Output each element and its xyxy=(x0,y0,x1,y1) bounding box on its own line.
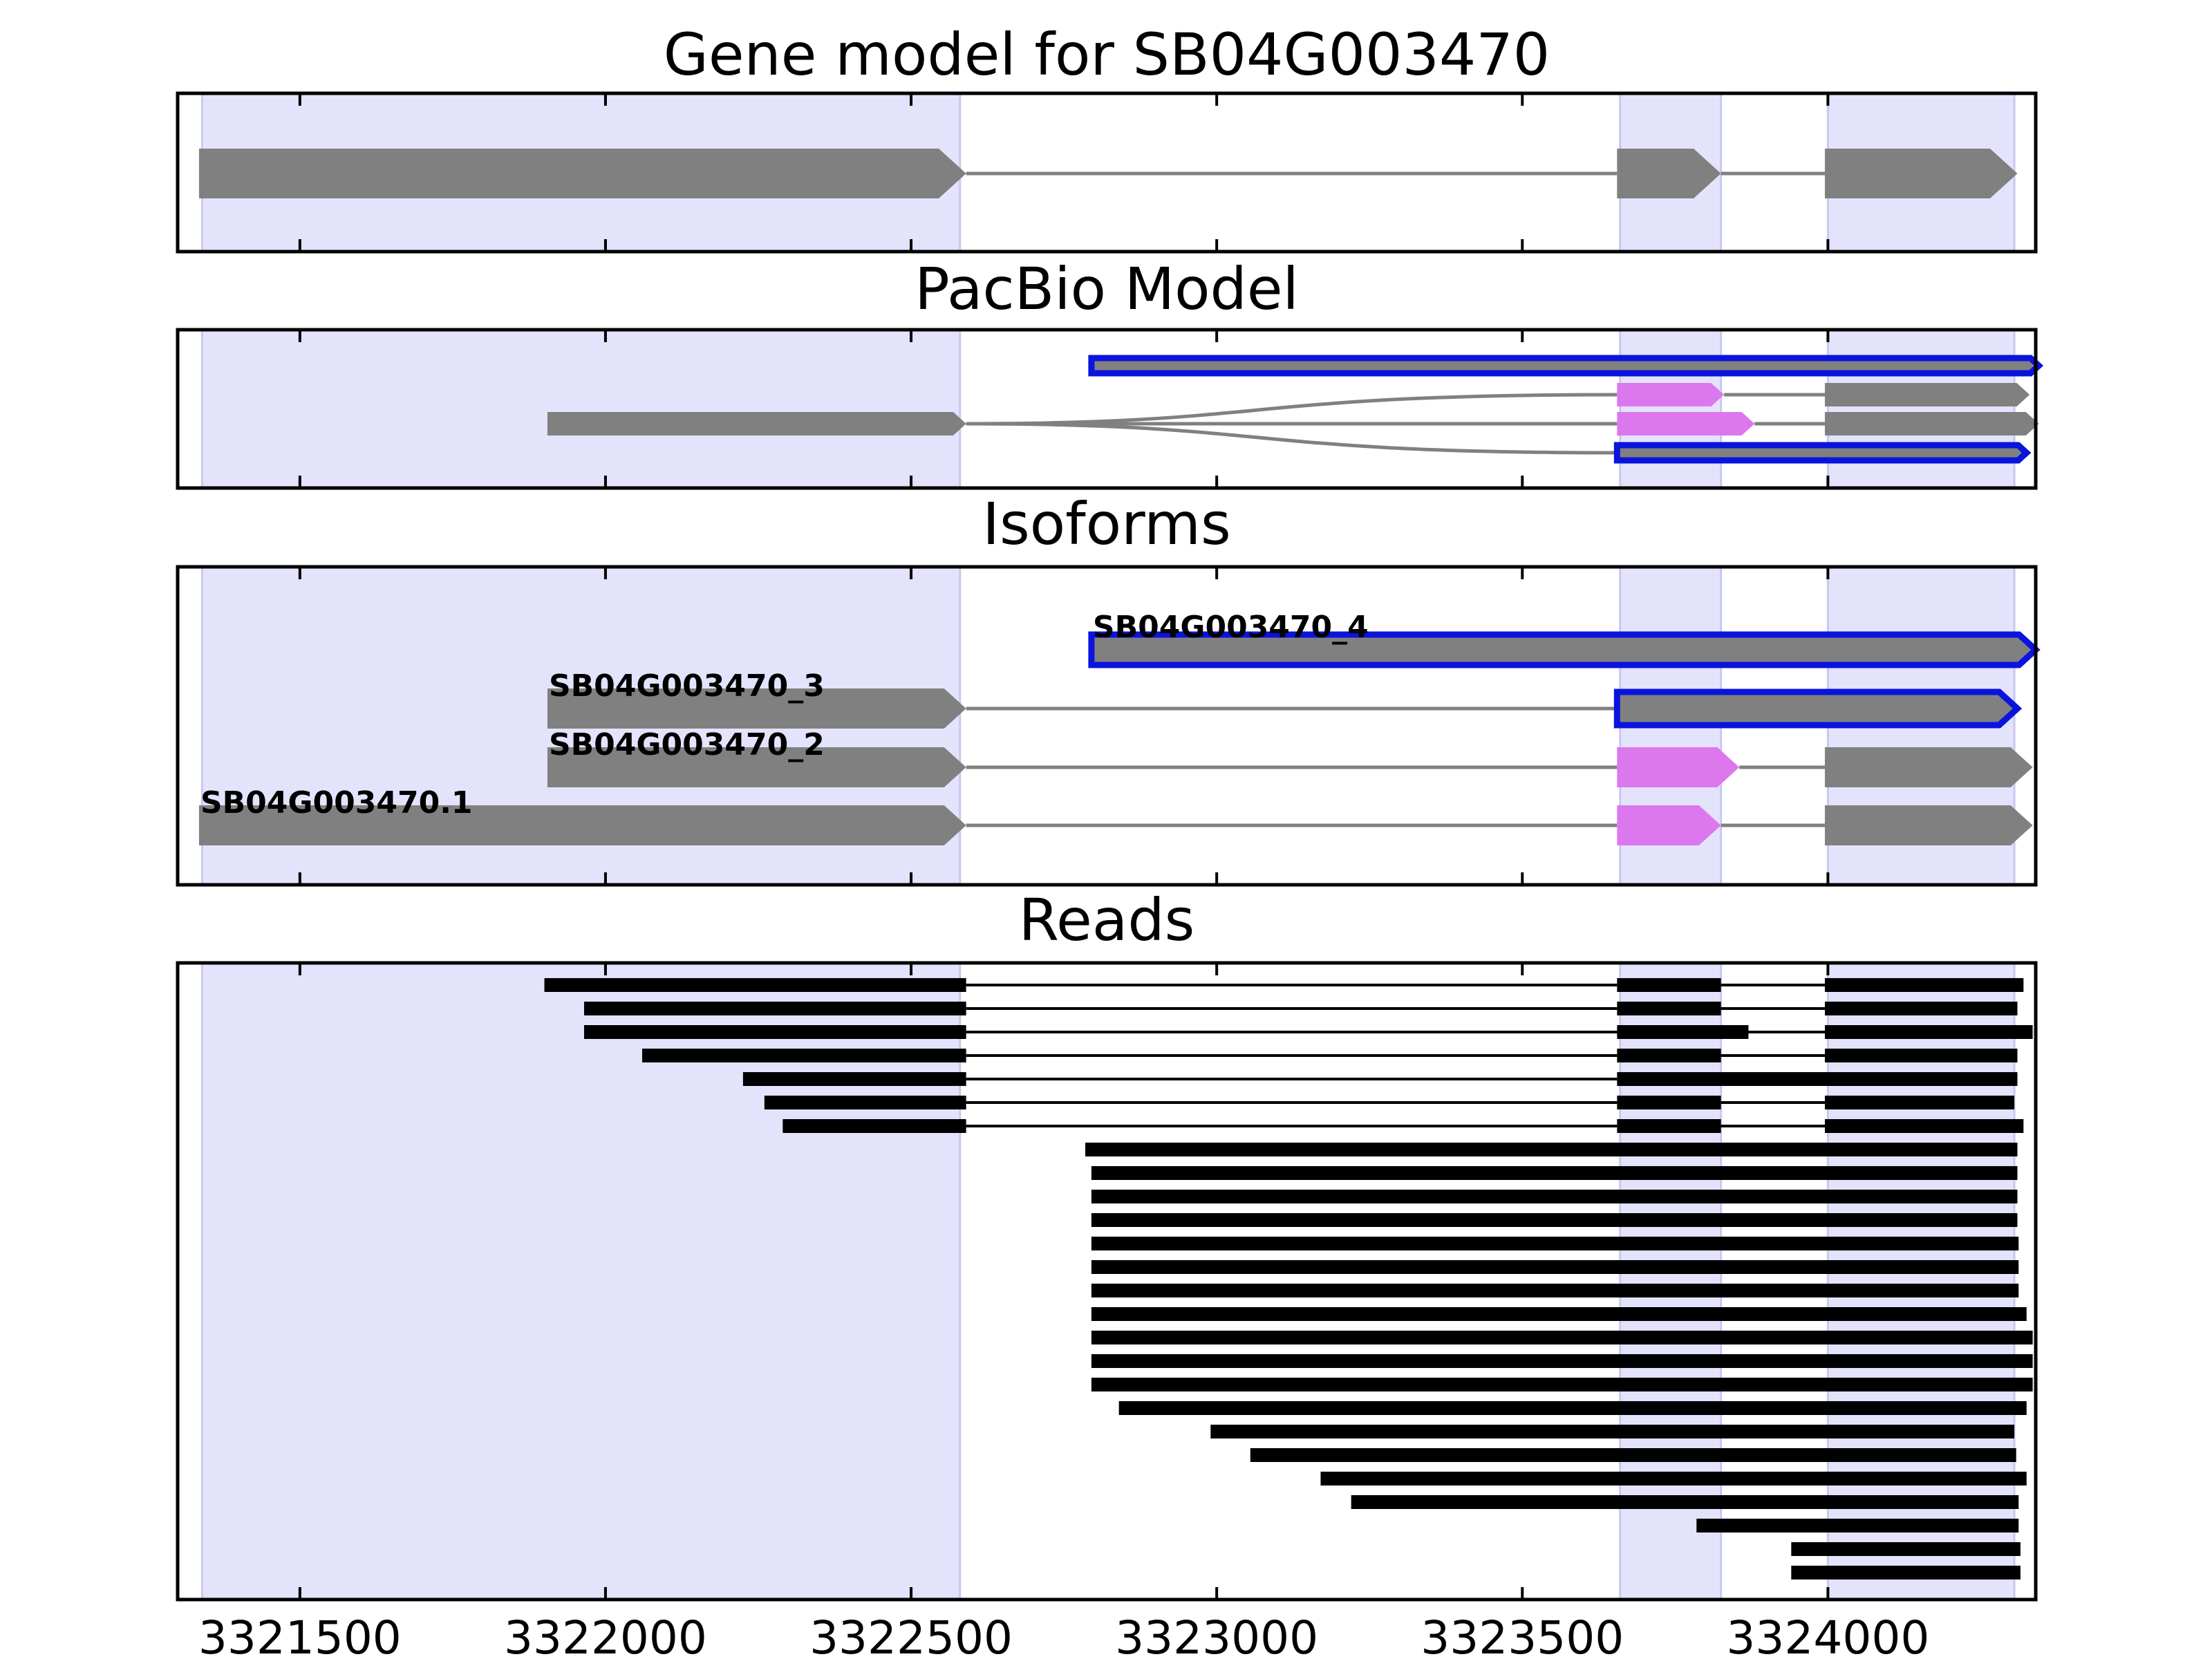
read-segment xyxy=(544,978,966,992)
splice-connector xyxy=(966,422,1618,455)
reads-track xyxy=(544,978,2033,1580)
shaded-region xyxy=(1619,328,1723,489)
isoform-label: SB04G003470_4 xyxy=(1093,610,1369,645)
read-segment xyxy=(1351,1495,2019,1509)
panel-pacbio: PacBio Model xyxy=(176,255,2044,490)
read-segment xyxy=(642,1049,966,1062)
read-segment xyxy=(1824,978,2024,992)
x-tick-label: 3322000 xyxy=(504,1611,707,1659)
read-segment xyxy=(1617,1096,1721,1109)
isoforms-track: SB04G003470_4 SB04G003470_3 SB04G003470_2 S… xyxy=(198,610,2041,845)
shaded-region xyxy=(200,328,962,489)
exon xyxy=(1617,747,1740,787)
panel-gene-model: Gene model for SB04G003470 xyxy=(176,21,2038,254)
exon-highlighted xyxy=(1613,442,2032,464)
x-tick-label: 3323500 xyxy=(1421,1611,1624,1659)
x-tick-label: 3321500 xyxy=(198,1611,402,1659)
read-segment xyxy=(1617,978,1721,992)
read-segment xyxy=(1091,1213,2018,1227)
read-segment xyxy=(1824,1025,2033,1039)
read-segment xyxy=(1791,1566,2021,1580)
panel-frame xyxy=(176,565,2038,887)
read-segment xyxy=(1091,1260,2019,1274)
isoform-label: SB04G003470.1 xyxy=(200,785,473,821)
panel-title: PacBio Model xyxy=(915,255,1299,323)
read-segment xyxy=(1824,1049,2018,1062)
x-ticks xyxy=(298,330,1830,488)
read-segment xyxy=(1250,1448,2016,1462)
exon-highlighted xyxy=(1088,631,2041,668)
x-tick-label: 3322500 xyxy=(809,1611,1013,1659)
exon xyxy=(1824,412,2039,435)
read-segment xyxy=(1824,1096,2015,1109)
read-segment xyxy=(1617,1025,1749,1039)
read-segment xyxy=(1091,1354,2033,1368)
read-segment xyxy=(1091,1166,2018,1180)
read-segment xyxy=(1824,1119,2024,1133)
shaded-region xyxy=(1619,962,1723,1601)
read-segment xyxy=(1091,1237,2019,1250)
x-tick-labels: 3321500 3322000 3322500 3323000 3323500 33240… xyxy=(198,1611,1929,1659)
x-tick-label: 3323000 xyxy=(1115,1611,1318,1659)
splice-connector xyxy=(966,393,1618,426)
exon-highlighted xyxy=(1613,688,2023,729)
shaded-region xyxy=(1826,328,2016,489)
read-segment xyxy=(742,1072,966,1086)
read-segment xyxy=(1824,1002,2018,1015)
exon xyxy=(198,805,966,845)
isoform-label: SB04G003470_2 xyxy=(549,727,825,762)
exon xyxy=(1824,149,2018,198)
panel-frame xyxy=(176,961,2038,1602)
read-segment xyxy=(1791,1542,2021,1556)
read-segment xyxy=(1617,1049,1721,1062)
panel-reads: Reads 3321500 3322000 3322500 3323000 332350… xyxy=(176,886,2038,1659)
read-segment xyxy=(1118,1401,2027,1415)
read-segment xyxy=(764,1096,966,1109)
panel-title: Isoforms xyxy=(982,490,1231,558)
exon xyxy=(1617,383,1725,406)
read-segment xyxy=(584,1002,966,1015)
exon xyxy=(1617,412,1755,435)
panel-frame xyxy=(176,328,2038,490)
read-segment xyxy=(1617,1119,1721,1133)
x-tick-label: 3324000 xyxy=(1726,1611,1929,1659)
panel-frame xyxy=(176,91,2038,254)
shaded-regions xyxy=(200,328,2016,489)
read-segment xyxy=(1617,1072,2018,1086)
exon-highlighted xyxy=(1088,355,2044,377)
exon xyxy=(198,149,966,198)
exon xyxy=(1617,149,1721,198)
x-ticks xyxy=(298,93,1830,252)
x-ticks xyxy=(298,567,1830,885)
read-segment xyxy=(1091,1190,2018,1203)
isoform-label: SB04G003470_3 xyxy=(549,668,825,704)
read-segment xyxy=(782,1119,966,1133)
panel-isoforms: Isoforms SB04G003470_4SB04G003470_3SB04G… xyxy=(176,490,2041,887)
panel-title: Reads xyxy=(1019,886,1195,954)
read-segment xyxy=(1696,1519,2019,1533)
read-segment xyxy=(1091,1378,2033,1391)
exon xyxy=(1824,383,2030,406)
read-segment xyxy=(1210,1425,2015,1438)
read-segment xyxy=(584,1025,966,1039)
exon xyxy=(1824,747,2033,787)
read-segment xyxy=(1320,1472,2027,1485)
shaded-region xyxy=(1826,962,2016,1601)
read-segment xyxy=(1617,1002,1721,1015)
read-segment xyxy=(1085,1143,2018,1156)
exon xyxy=(547,747,966,787)
shaded-region xyxy=(200,962,962,1601)
exon xyxy=(547,412,966,435)
gene-model-track xyxy=(198,149,2018,198)
read-segment xyxy=(1091,1307,2027,1321)
shaded-regions xyxy=(200,962,2016,1601)
exon xyxy=(1617,805,1721,845)
read-segment xyxy=(1091,1331,2033,1344)
panel-title: Gene model for SB04G003470 xyxy=(664,21,1550,88)
read-segment xyxy=(1091,1284,2019,1297)
x-ticks xyxy=(298,963,1830,1600)
exon xyxy=(547,688,966,729)
exon xyxy=(1824,805,2033,845)
